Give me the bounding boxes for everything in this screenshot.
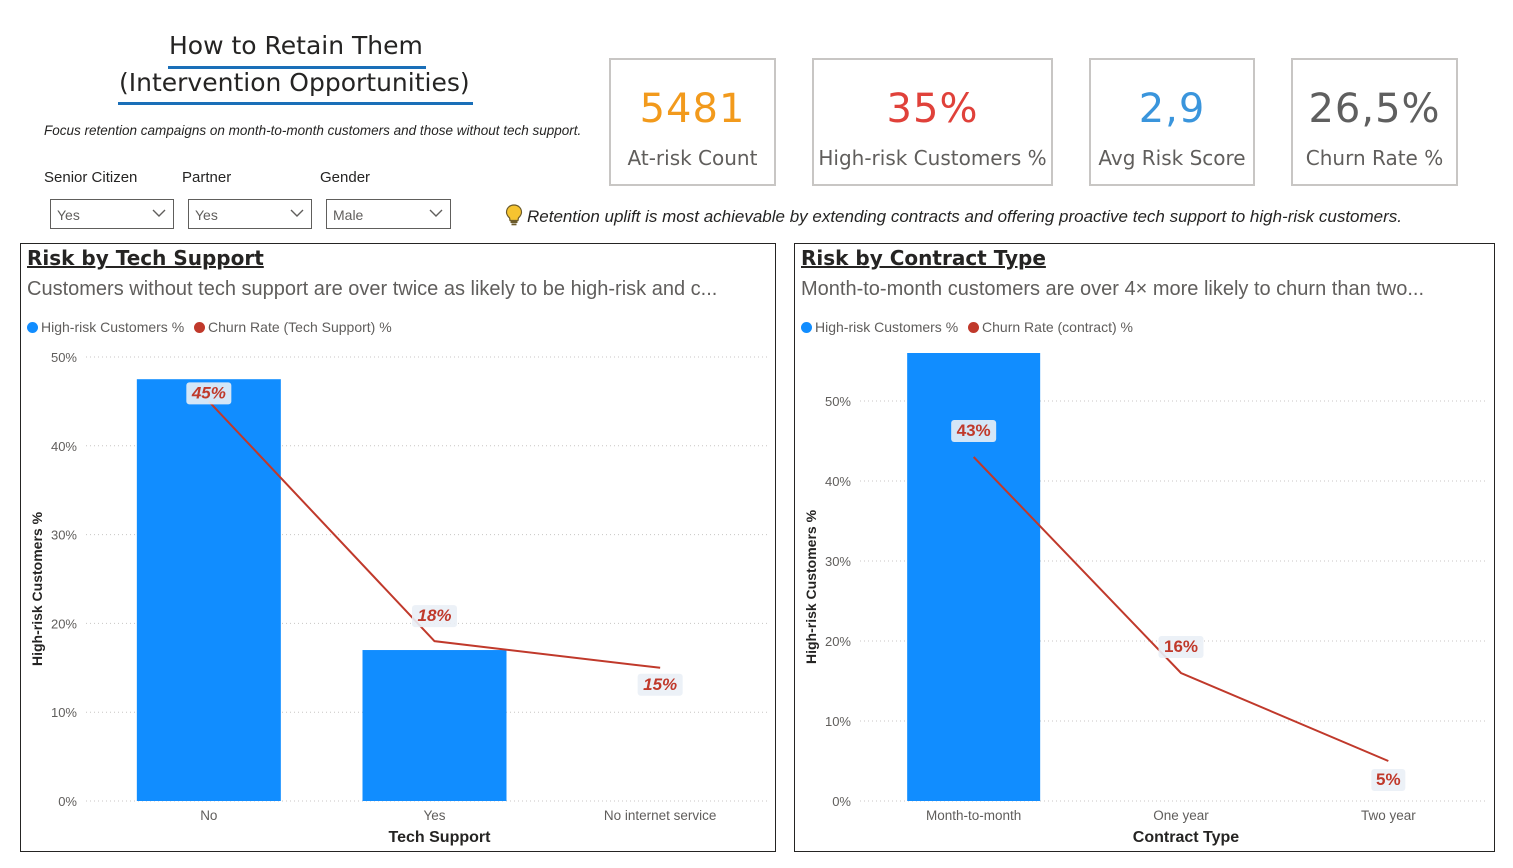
chart-svg-tech-support: 0% 10% 20% 30% 40% 50% High-risk Customers % No… [29, 350, 769, 846]
legend-item-churn-rate[interactable]: Churn Rate (Tech Support) % [194, 319, 392, 335]
legend-label: Churn Rate (Tech Support) % [208, 319, 392, 335]
y-tick-label: 20% [825, 634, 851, 649]
x-tick-label: Yes [423, 808, 445, 823]
kpi-value: 35% [886, 86, 979, 132]
chevron-down-icon [152, 209, 166, 217]
insight-text: Retention uplift is most achievable by e… [527, 207, 1403, 226]
slicer-label-senior-citizen: Senior Citizen [44, 169, 138, 186]
kpi-value: 2,9 [1138, 86, 1206, 132]
page-title-line2: (Intervention Opportunities) [119, 68, 470, 97]
chevron-down-icon [429, 209, 443, 217]
slicer-senior-citizen[interactable]: Yes [50, 199, 174, 229]
data-label-bg [412, 605, 457, 628]
y-tick-label: 30% [51, 528, 77, 543]
page-description: Focus retention campaigns on month-to-mo… [44, 123, 582, 138]
slicer-partner[interactable]: Yes [188, 199, 312, 229]
chart-panel-contract-type: Risk by Contract Type Month-to-month cus… [794, 243, 1495, 852]
y-tick-label: 30% [825, 554, 851, 569]
kpi-value: 5481 [639, 86, 746, 132]
data-label: 45% [191, 383, 226, 402]
kpi-card-churn-rate: 26,5% Churn Rate % [1291, 58, 1458, 186]
chart-panel-tech-support: Risk by Tech Support Customers without t… [20, 243, 776, 852]
chart-title: Risk by Contract Type [801, 246, 1046, 270]
data-label-bg [951, 420, 997, 442]
data-label-bg [1158, 636, 1204, 658]
chart-legend: High-risk Customers % Churn Rate (Tech S… [27, 319, 398, 335]
title-underline [118, 102, 473, 105]
kpi-card-high-risk-customers: 35% High-risk Customers % [812, 58, 1053, 186]
chart-svg-contract-type: 0% 10% 20% 30% 40% 50% High-risk Customers % Mo… [803, 353, 1488, 846]
y-tick-label: 40% [825, 474, 851, 489]
slicer-gender[interactable]: Male [326, 199, 451, 229]
kpi-card-avg-risk-score: 2,9 Avg Risk Score [1089, 58, 1255, 186]
chevron-down-icon [290, 209, 304, 217]
data-label: 18% [417, 606, 451, 625]
legend-label: High-risk Customers % [41, 319, 185, 335]
slicer-label-partner: Partner [182, 169, 232, 186]
slicer-value: Yes [57, 207, 80, 223]
data-label: 43% [957, 421, 991, 440]
x-tick-label: No internet service [604, 808, 717, 823]
legend-item-high-risk[interactable]: High-risk Customers % [801, 319, 958, 335]
lightbulb-icon [505, 204, 523, 226]
title-underline [168, 66, 426, 69]
y-tick-label: 10% [51, 705, 77, 720]
kpi-label: High-risk Customers % [818, 146, 1047, 170]
y-tick-label: 20% [51, 616, 77, 631]
kpi-card-at-risk-count: 5481 At-risk Count [609, 58, 776, 186]
y-axis-title: High-risk Customers % [29, 511, 45, 666]
x-tick-label: No [200, 808, 217, 823]
churn-rate-line [208, 400, 661, 669]
legend-dot-icon [801, 322, 812, 333]
churn-rate-line [972, 456, 1389, 762]
kpi-label: Churn Rate % [1305, 146, 1444, 170]
chart-title: Risk by Tech Support [27, 246, 264, 270]
legend-dot-icon [194, 322, 206, 333]
chart-legend: High-risk Customers % Churn Rate (contra… [801, 319, 1139, 335]
y-tick-label: 0% [58, 794, 77, 809]
x-axis-title: Contract Type [1133, 829, 1239, 846]
data-label: 15% [643, 675, 677, 694]
legend-label: High-risk Customers % [815, 319, 959, 335]
slicer-value: Yes [195, 207, 218, 223]
slicer-value: Male [333, 207, 364, 223]
legend-dot-icon [27, 322, 38, 333]
x-axis-title: Tech Support [389, 829, 492, 846]
y-tick-label: 10% [825, 714, 851, 729]
kpi-label: At-risk Count [627, 146, 758, 170]
x-tick-label: Month-to-month [926, 808, 1021, 823]
legend-dot-icon [968, 322, 980, 333]
kpi-value: 26,5% [1308, 86, 1441, 132]
data-label: 5% [1376, 770, 1401, 789]
bar [362, 650, 507, 801]
page-title-line1: How to Retain Them [169, 31, 423, 60]
y-axis-title: High-risk Customers % [803, 509, 819, 664]
x-tick-label: Two year [1361, 808, 1416, 823]
legend-item-churn-rate[interactable]: Churn Rate (contract) % [968, 319, 1133, 335]
kpi-label: Avg Risk Score [1098, 146, 1246, 170]
data-label-bg [1371, 769, 1406, 791]
data-label-bg [637, 673, 683, 696]
y-tick-label: 0% [832, 794, 851, 809]
legend-item-high-risk[interactable]: High-risk Customers % [27, 319, 184, 335]
bar [136, 379, 281, 801]
x-tick-label: One year [1153, 808, 1209, 823]
insight-text-row: Retention uplift is most achievable by e… [505, 204, 1402, 227]
slicer-label-gender: Gender [320, 169, 371, 186]
data-label-bg [186, 382, 232, 405]
y-tick-label: 50% [825, 394, 851, 409]
y-tick-label: 40% [51, 439, 77, 454]
data-label: 16% [1164, 637, 1198, 656]
y-tick-label: 50% [51, 350, 77, 365]
legend-label: Churn Rate (contract) % [982, 319, 1133, 335]
